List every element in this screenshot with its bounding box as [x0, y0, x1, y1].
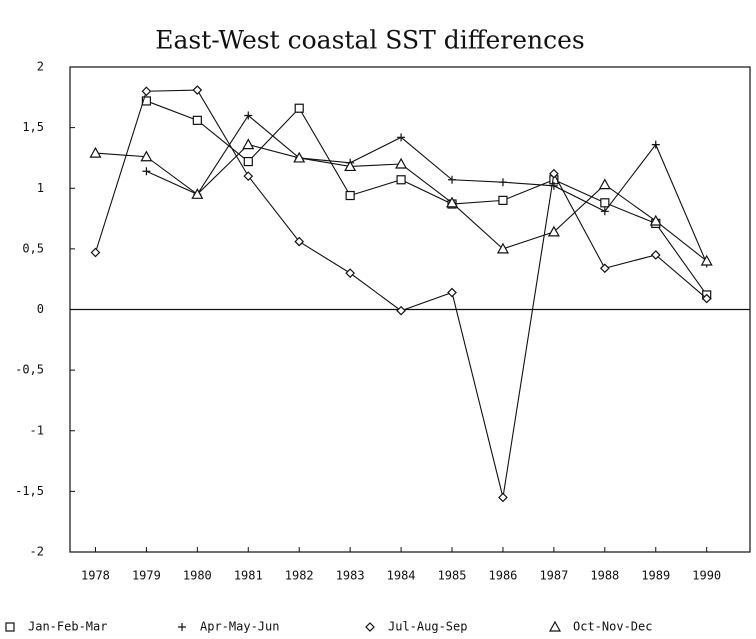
legend-marker — [5, 622, 15, 632]
marker — [498, 492, 508, 503]
legend-label: Jan-Feb-Mar — [28, 620, 107, 634]
marker — [243, 156, 253, 167]
marker — [142, 167, 151, 176]
legend-marker — [365, 622, 375, 632]
marker — [446, 196, 459, 208]
marker — [549, 181, 558, 190]
series-line — [146, 100, 708, 296]
chart-title: East-West coastal SST differences — [155, 26, 585, 55]
legend-label: Oct-Nov-Dec — [573, 620, 652, 634]
legend-marker — [178, 623, 186, 631]
y-tick-label: 0,5 — [22, 241, 44, 255]
y-tick-label: 2 — [37, 60, 44, 74]
marker — [598, 178, 611, 190]
marker — [547, 225, 560, 237]
marker — [600, 207, 609, 216]
marker — [649, 214, 662, 226]
x-tick-label: 1979 — [132, 569, 161, 583]
marker — [141, 96, 152, 106]
marker — [294, 236, 305, 247]
y-tick-label: -1 — [30, 423, 44, 437]
x-tick-label: 1980 — [183, 569, 212, 583]
marker — [396, 305, 406, 316]
y-tick-label: 1 — [37, 181, 44, 195]
marker — [242, 138, 255, 150]
x-tick-label: 1982 — [285, 569, 314, 583]
marker — [293, 151, 306, 163]
marker — [397, 133, 406, 142]
marker — [345, 190, 355, 201]
marker — [549, 168, 559, 179]
marker — [344, 160, 357, 172]
marker — [89, 146, 102, 158]
legend-marker — [548, 620, 562, 632]
y-tick-label: -1,5 — [15, 484, 44, 498]
x-tick-label: 1981 — [234, 569, 263, 583]
x-tick-label: 1987 — [539, 569, 568, 583]
marker — [600, 198, 610, 208]
marker — [345, 268, 355, 278]
x-tick-label: 1990 — [692, 569, 721, 583]
marker — [498, 178, 507, 187]
marker — [396, 175, 406, 185]
x-tick-label: 1986 — [489, 569, 518, 583]
marker — [496, 242, 509, 254]
marker — [244, 111, 253, 120]
marker — [599, 263, 610, 274]
marker — [141, 86, 152, 97]
marker — [701, 293, 712, 304]
y-tick-label: -0,5 — [15, 363, 44, 377]
marker — [191, 188, 204, 199]
marker — [700, 254, 713, 266]
marker — [395, 157, 408, 169]
x-tick-label: 1985 — [438, 569, 467, 583]
marker — [294, 103, 304, 113]
marker — [651, 140, 660, 149]
series-line — [94, 89, 708, 498]
marker — [140, 150, 153, 162]
marker — [447, 287, 457, 298]
legend-label: Apr-May-Jun — [200, 620, 279, 634]
marker — [90, 247, 101, 258]
x-tick-label: 1989 — [641, 569, 670, 583]
legend-label: Jul-Aug-Sep — [388, 620, 467, 634]
series-line — [146, 114, 708, 264]
x-tick-label: 1983 — [336, 569, 365, 583]
x-tick-label: 1978 — [81, 569, 110, 583]
marker — [650, 250, 661, 260]
y-tick-label: 0 — [37, 302, 44, 316]
marker — [498, 195, 508, 205]
y-tick-label: 1,5 — [22, 120, 44, 134]
x-tick-label: 1984 — [387, 569, 416, 583]
marker — [192, 85, 203, 95]
marker — [243, 171, 254, 181]
x-tick-label: 1988 — [590, 569, 619, 583]
marker — [192, 115, 202, 125]
y-tick-label: -2 — [30, 545, 44, 559]
marker — [448, 175, 457, 184]
